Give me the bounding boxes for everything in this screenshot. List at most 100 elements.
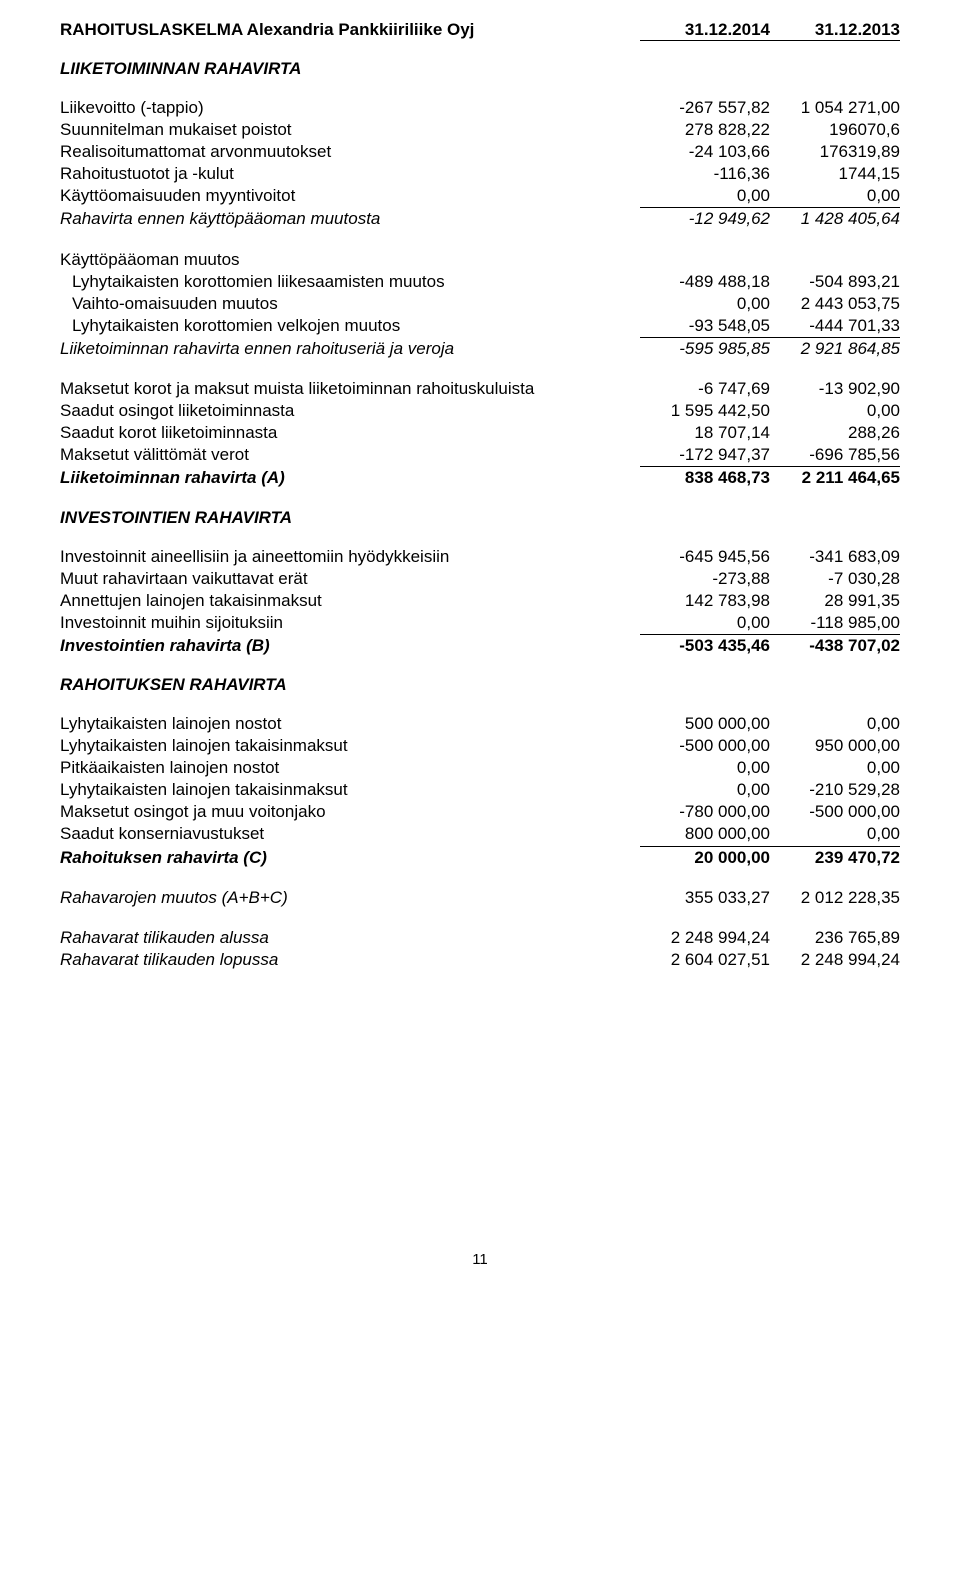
table-row: Realisoitumattomat arvonmuutokset-24 103… — [60, 141, 900, 163]
row-value-2: 2 211 464,65 — [770, 467, 900, 489]
row-value-2: 2 248 994,24 — [770, 949, 900, 971]
row-label: Liiketoiminnan rahavirta ennen rahoituse… — [60, 338, 640, 360]
row-value-1: -500 000,00 — [640, 735, 770, 757]
page-number: 11 — [60, 1251, 900, 1268]
row-value-2: 0,00 — [770, 757, 900, 779]
operating-section-title: LIIKETOIMINNAN RAHAVIRTA — [60, 59, 900, 79]
row-label: Investointien rahavirta (B) — [60, 635, 640, 657]
row-value-2: -13 902,90 — [770, 378, 900, 400]
row-value-1: -172 947,37 — [640, 444, 770, 467]
row-value-1: -273,88 — [640, 568, 770, 590]
row-label: Suunnitelman mukaiset poistot — [60, 119, 640, 141]
total-row: Rahoituksen rahavirta (C)20 000,00239 47… — [60, 847, 900, 869]
table-row: Annettujen lainojen takaisinmaksut142 78… — [60, 590, 900, 612]
row-value-1: 20 000,00 — [640, 847, 770, 869]
table-row: Liikevoitto (-tappio)-267 557,821 054 27… — [60, 97, 900, 119]
row-value-2: -341 683,09 — [770, 546, 900, 568]
row-value-1: 142 783,98 — [640, 590, 770, 612]
row-label: Rahavarat tilikauden lopussa — [60, 949, 640, 971]
row-value-1: -645 945,56 — [640, 546, 770, 568]
row-label: Pitkäaikaisten lainojen nostot — [60, 757, 640, 779]
document-title: RAHOITUSLASKELMA Alexandria Pankkiirilii… — [60, 20, 640, 41]
subtotal-row: Liiketoiminnan rahavirta ennen rahoituse… — [60, 338, 900, 360]
row-value-2: -504 893,21 — [770, 271, 900, 293]
row-value-2: -210 529,28 — [770, 779, 900, 801]
row-label: Saadut osingot liiketoiminnasta — [60, 400, 640, 422]
total-row: Investointien rahavirta (B)-503 435,46-4… — [60, 635, 900, 657]
row-label: Maksetut välittömät verot — [60, 444, 640, 467]
row-label: Investoinnit muihin sijoituksiin — [60, 612, 640, 635]
table-row: Saadut osingot liiketoiminnasta1 595 442… — [60, 400, 900, 422]
table-row: Maksetut osingot ja muu voitonjako-780 0… — [60, 801, 900, 823]
row-label: Saadut konserniavustukset — [60, 823, 640, 846]
row-label: Käyttöpääoman muutos — [60, 249, 640, 271]
row-value-2: 176319,89 — [770, 141, 900, 163]
row-value-1: -503 435,46 — [640, 635, 770, 657]
table-row: Maksetut välittömät verot-172 947,37-696… — [60, 444, 900, 467]
row-value-1: -12 949,62 — [640, 208, 770, 230]
row-value-1: -489 488,18 — [640, 271, 770, 293]
investing-section-title: INVESTOINTIEN RAHAVIRTA — [60, 508, 900, 528]
row-value-1: 1 595 442,50 — [640, 400, 770, 422]
table-row: Saadut konserniavustukset800 000,000,00 — [60, 823, 900, 846]
row-label: Maksetut osingot ja muu voitonjako — [60, 801, 640, 823]
table-row: Muut rahavirtaan vaikuttavat erät-273,88… — [60, 568, 900, 590]
row-label: Rahavirta ennen käyttöpääoman muutosta — [60, 208, 640, 230]
row-value-2: -7 030,28 — [770, 568, 900, 590]
row-label: Lyhytaikaisten korottomien velkojen muut… — [60, 315, 640, 338]
row-label: Rahavarojen muutos (A+B+C) — [60, 887, 640, 909]
date-col-2: 31.12.2013 — [770, 20, 900, 41]
row-value-2: 288,26 — [770, 422, 900, 444]
header-row: RAHOITUSLASKELMA Alexandria Pankkiirilii… — [60, 20, 900, 41]
row-value-1: -93 548,05 — [640, 315, 770, 338]
row-value-2: 2 921 864,85 — [770, 338, 900, 360]
row-value-1: 0,00 — [640, 185, 770, 208]
table-row: Rahoitustuotot ja -kulut-116,361744,15 — [60, 163, 900, 185]
table-row: Lyhytaikaisten korottomien liikesaamiste… — [60, 271, 900, 293]
row-value-1: 0,00 — [640, 293, 770, 315]
row-label: Lyhytaikaisten lainojen takaisinmaksut — [60, 779, 640, 801]
row-value-2: 0,00 — [770, 185, 900, 208]
row-value-2: 1 054 271,00 — [770, 97, 900, 119]
subtotal-row: Rahavirta ennen käyttöpääoman muutosta-1… — [60, 208, 900, 230]
row-label: Maksetut korot ja maksut muista liiketoi… — [60, 378, 640, 400]
row-label: Saadut korot liiketoiminnasta — [60, 422, 640, 444]
row-value-2: 0,00 — [770, 713, 900, 735]
row-value-1: -780 000,00 — [640, 801, 770, 823]
table-row: Lyhytaikaisten korottomien velkojen muut… — [60, 315, 900, 338]
row-value-2: -500 000,00 — [770, 801, 900, 823]
row-value-1: 0,00 — [640, 779, 770, 801]
table-row: Investoinnit aineellisiin ja aineettomii… — [60, 546, 900, 568]
row-label: Lyhytaikaisten lainojen nostot — [60, 713, 640, 735]
row-value-2: 1744,15 — [770, 163, 900, 185]
table-row: Vaihto-omaisuuden muutos0,002 443 053,75 — [60, 293, 900, 315]
table-row: Lyhytaikaisten lainojen takaisinmaksut-5… — [60, 735, 900, 757]
table-row: Maksetut korot ja maksut muista liiketoi… — [60, 378, 900, 400]
date-col-1: 31.12.2014 — [640, 20, 770, 41]
row-value-1: 2 248 994,24 — [640, 927, 770, 949]
table-row: Pitkäaikaisten lainojen nostot0,000,00 — [60, 757, 900, 779]
row-value-2: 2 443 053,75 — [770, 293, 900, 315]
row-value-1: -6 747,69 — [640, 378, 770, 400]
table-row: Investoinnit muihin sijoituksiin0,00-118… — [60, 612, 900, 635]
row-label: Käyttöomaisuuden myyntivoitot — [60, 185, 640, 208]
row-label: Rahoituksen rahavirta (C) — [60, 847, 640, 869]
row-value-2: 0,00 — [770, 823, 900, 846]
row-value-2: -444 701,33 — [770, 315, 900, 338]
row-value-2: -696 785,56 — [770, 444, 900, 467]
row-value-2: 950 000,00 — [770, 735, 900, 757]
row-label: Vaihto-omaisuuden muutos — [60, 293, 640, 315]
row-value-2: 196070,6 — [770, 119, 900, 141]
row-value-1: 500 000,00 — [640, 713, 770, 735]
change-row: Rahavarojen muutos (A+B+C)355 033,272 01… — [60, 887, 900, 909]
row-label: Annettujen lainojen takaisinmaksut — [60, 590, 640, 612]
row-value-1: 800 000,00 — [640, 823, 770, 846]
row-value-1: -267 557,82 — [640, 97, 770, 119]
row-value-2: 2 012 228,35 — [770, 887, 900, 909]
table-row: Käyttöomaisuuden myyntivoitot0,000,00 — [60, 185, 900, 208]
row-value-1: 838 468,73 — [640, 467, 770, 489]
table-row: Saadut korot liiketoiminnasta18 707,1428… — [60, 422, 900, 444]
row-label: Rahavarat tilikauden alussa — [60, 927, 640, 949]
table-row: Lyhytaikaisten lainojen nostot500 000,00… — [60, 713, 900, 735]
row-value-1: 0,00 — [640, 757, 770, 779]
